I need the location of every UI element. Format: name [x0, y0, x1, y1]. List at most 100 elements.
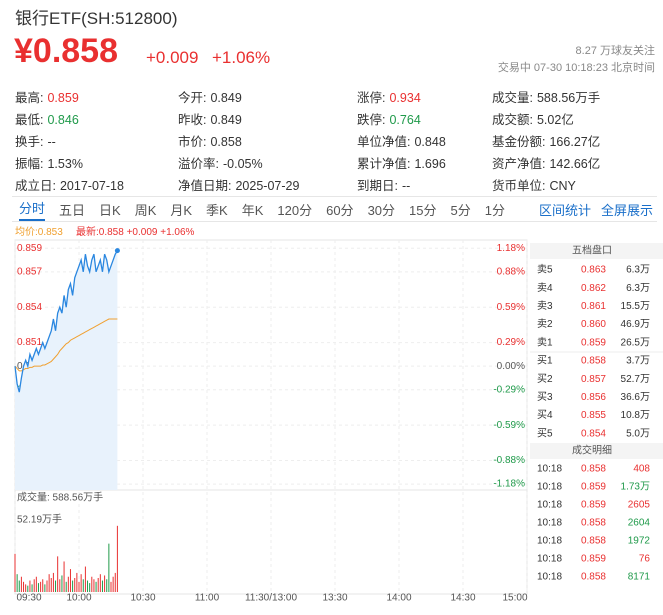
price-area — [15, 250, 118, 490]
book-price: 0.858 — [581, 356, 606, 367]
book-volume: 6.3万 — [626, 283, 650, 294]
followers: 8.27 万球友关注 — [575, 45, 655, 57]
panel-title: 成交明细 — [572, 444, 612, 457]
stat-value: -- — [47, 135, 56, 149]
trade-volume: 2605 — [628, 500, 651, 511]
tabs: 分时 五日 日K 周K 月K 季K 年K 120分 60分 30分 15分 5分 1分 — [12, 196, 657, 222]
trade-time: 10:18 — [537, 482, 562, 493]
x-tick-label: 13:30 — [322, 593, 347, 604]
y2-tick-label: -1.18% — [493, 479, 525, 490]
tab[interactable]: 五日 — [59, 202, 86, 218]
stat-value: 166.27亿 — [549, 135, 601, 149]
tab[interactable]: 60分 — [326, 202, 354, 218]
stat-label: 今开: — [178, 91, 207, 105]
stat-value: 0.849 — [210, 91, 242, 105]
y-tick-label: 0.859 — [17, 243, 42, 254]
trade-volume: 2604 — [628, 518, 651, 529]
book-label: 买3 — [537, 391, 553, 403]
tab[interactable]: 年K — [241, 202, 264, 218]
stat-row: 换手: -- 市价: 0.858 单位净值: 0.848 基金份额: 166.27亿 — [15, 128, 660, 150]
tab[interactable]: 季K — [206, 202, 228, 218]
tab[interactable]: 5分 — [450, 202, 471, 218]
stat-value: CNY — [549, 179, 576, 193]
stat-value: 0.849 — [210, 113, 242, 127]
stat-value: 1.53% — [47, 157, 83, 171]
stat-label: 换手: — [15, 135, 44, 149]
stat: 到期日: -- — [357, 175, 410, 194]
book-price: 0.855 — [581, 410, 606, 421]
stat-label: 成交额: — [492, 113, 533, 127]
tab[interactable]: 分时 — [19, 198, 46, 221]
tab[interactable]: 周K — [134, 202, 157, 218]
stat-label: 基金份额: — [492, 135, 546, 149]
volume-max-label: 52.19万手 — [17, 513, 62, 526]
stat: 资产净值: 142.66亿 — [492, 153, 600, 172]
stat: 跌停: 0.764 — [357, 109, 421, 128]
stat: 换手: -- — [15, 131, 56, 150]
tools: 区间统计 全屏展示 — [529, 200, 653, 219]
tab[interactable]: 30分 — [367, 202, 396, 218]
book-label: 卖4 — [537, 282, 553, 294]
y2-tick-label: -0.59% — [493, 420, 525, 431]
stat-label: 最低: — [15, 113, 44, 127]
tool[interactable]: 区间统计 — [538, 203, 591, 218]
y2-tick-label: 0.29% — [497, 337, 525, 348]
tab[interactable]: 1分 — [484, 202, 505, 218]
stat-label: 市价: — [178, 135, 207, 149]
change-pct: +1.06% — [212, 48, 271, 67]
book-price: 0.863 — [581, 265, 606, 276]
stat-label: 资产净值: — [492, 157, 546, 171]
trade-time: 10:18 — [537, 464, 562, 475]
stat-row: 最低: 0.846 昨收: 0.849 跌停: 0.764 成交额: 5.02亿 — [15, 106, 660, 128]
trade-volume: 76 — [639, 554, 651, 565]
stat-label: 昨收: — [178, 113, 207, 127]
x-tick-label: 09:30 — [16, 593, 41, 604]
y2-tick-label: -0.29% — [493, 384, 525, 395]
stat-label: 跌停: — [357, 113, 386, 127]
book-price: 0.859 — [581, 337, 606, 348]
stat-value: 2017-07-18 — [59, 179, 124, 193]
stat-row: 最高: 0.859 今开: 0.849 涨停: 0.934 成交量: 588.56万手 — [15, 84, 660, 106]
panel-header — [530, 443, 663, 459]
stats: 最高: 0.859 今开: 0.849 涨停: 0.934 成交量: 588.56万手 最低: 0… — [15, 84, 660, 194]
stat-label: 货币单位: — [492, 179, 546, 193]
x-tick-label: 15:00 — [502, 593, 527, 604]
stat-label: 涨停: — [357, 91, 386, 105]
x-tick-label: 11:30/13:00 — [245, 593, 298, 604]
latest-legend: 最新:0.858 +0.009 +1.06% — [76, 227, 195, 238]
trade-price: 0.858 — [581, 518, 606, 529]
book-price: 0.862 — [581, 283, 606, 294]
stat-value: 0.859 — [47, 91, 79, 105]
book-label: 卖2 — [537, 318, 553, 330]
tab[interactable]: 120分 — [277, 202, 313, 218]
tab[interactable]: 月K — [170, 202, 193, 218]
trade-price: 0.858 — [581, 536, 606, 547]
y2-tick-label: 1.18% — [497, 243, 525, 254]
trade-time: 10:18 — [537, 554, 562, 565]
tab[interactable]: 日K — [99, 202, 121, 218]
stat: 市价: 0.858 — [178, 131, 242, 150]
stat-label: 到期日: — [357, 179, 398, 193]
book-label: 买4 — [537, 409, 553, 421]
stat: 基金份额: 166.27亿 — [492, 131, 600, 150]
y2-tick-label: 0.59% — [497, 302, 525, 313]
volume-title: 成交量: 588.56万手 — [17, 491, 103, 504]
stat-label: 最高: — [15, 91, 44, 105]
book-label: 卖3 — [537, 300, 553, 312]
stat-label: 成交量: — [492, 91, 533, 105]
stat-label: 净值日期: — [178, 179, 232, 193]
book-volume: 10.8万 — [621, 410, 650, 421]
stat-value: 0.858 — [210, 135, 242, 149]
trade-price: 0.858 — [581, 572, 606, 583]
x-tick-label: 11:00 — [195, 593, 220, 604]
stat: 最高: 0.859 — [15, 87, 79, 106]
stat: 货币单位: CNY — [492, 175, 576, 194]
tab[interactable]: 15分 — [409, 202, 437, 218]
stat-value: -- — [401, 179, 411, 193]
tool[interactable]: 全屏展示 — [600, 203, 653, 218]
stat: 单位净值: 0.848 — [357, 131, 446, 150]
book-label: 买5 — [537, 427, 553, 439]
status: 交易中 07-30 10:18:23 北京时间 — [497, 62, 655, 74]
